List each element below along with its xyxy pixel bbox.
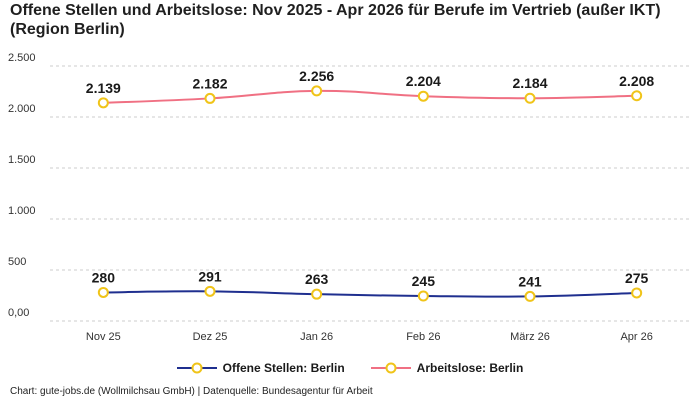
data-point[interactable] [204, 285, 216, 297]
data-point[interactable] [524, 92, 536, 104]
data-markers [97, 85, 643, 302]
data-point[interactable] [204, 92, 216, 104]
data-point[interactable] [97, 97, 109, 109]
data-label: 2.208 [619, 73, 654, 89]
data-point[interactable] [311, 288, 323, 300]
y-tick-label: 2.500 [8, 52, 36, 64]
data-labels: 280 291 263 245 241 275 2.139 2.182 2.256 2.204 2.… [86, 68, 655, 290]
data-point[interactable] [524, 290, 536, 302]
y-tick-label: 0,00 [8, 307, 29, 319]
data-label: 275 [625, 270, 649, 286]
data-label: 245 [412, 273, 436, 289]
data-point[interactable] [311, 85, 323, 97]
legend-label-arbeitslose: Arbeitslose: Berlin [416, 361, 524, 375]
x-tick-label: Dez 25 [193, 331, 228, 343]
legend-swatch-offene-stellen [176, 362, 217, 374]
data-point[interactable] [97, 286, 109, 298]
data-label: 291 [198, 268, 222, 284]
x-tick-label: März 26 [510, 331, 550, 343]
data-label: 280 [92, 269, 116, 285]
legend-item-offene-stellen[interactable]: Offene Stellen: Berlin [176, 361, 345, 375]
data-point[interactable] [417, 90, 429, 102]
legend-swatch-arbeitslose [370, 362, 411, 374]
x-axis-ticks: Nov 25 Dez 25 Jan 26 Feb 26 März 26 Apr 26 [86, 331, 653, 343]
y-tick-label: 1.500 [8, 154, 36, 166]
chart-source-footer: Chart: gute-jobs.de (Wollmilchsau GmbH) … [10, 386, 373, 397]
x-tick-label: Apr 26 [620, 331, 652, 343]
data-label: 263 [305, 271, 329, 287]
legend-item-arbeitslose[interactable]: Arbeitslose: Berlin [370, 361, 524, 375]
y-axis-ticks: 0,00 500 1.000 1.500 2.000 2.500 [8, 52, 36, 319]
grid-lines [50, 65, 690, 322]
y-tick-label: 2.000 [8, 103, 36, 115]
data-label: 2.184 [512, 75, 547, 91]
y-tick-label: 1.000 [8, 205, 36, 217]
data-label: 241 [518, 273, 542, 289]
data-point[interactable] [417, 290, 429, 302]
chart-title: Offene Stellen und Arbeitslose: Nov 2025… [10, 2, 661, 38]
x-tick-label: Feb 26 [406, 331, 440, 343]
data-point[interactable] [631, 90, 643, 102]
data-label: 2.256 [299, 68, 334, 84]
series-line [103, 89, 637, 104]
legend: Offene Stellen: Berlin Arbeitslose: Berl… [0, 361, 700, 375]
x-tick-label: Jan 26 [300, 331, 333, 343]
data-point[interactable] [631, 287, 643, 299]
data-label: 2.204 [406, 73, 441, 89]
x-tick-label: Nov 25 [86, 331, 121, 343]
legend-label-offene-stellen: Offene Stellen: Berlin [222, 361, 345, 375]
series-line [103, 290, 637, 298]
data-label: 2.139 [86, 80, 121, 96]
series-lines [103, 89, 637, 298]
y-tick-label: 500 [8, 256, 26, 268]
data-label: 2.182 [192, 75, 227, 91]
